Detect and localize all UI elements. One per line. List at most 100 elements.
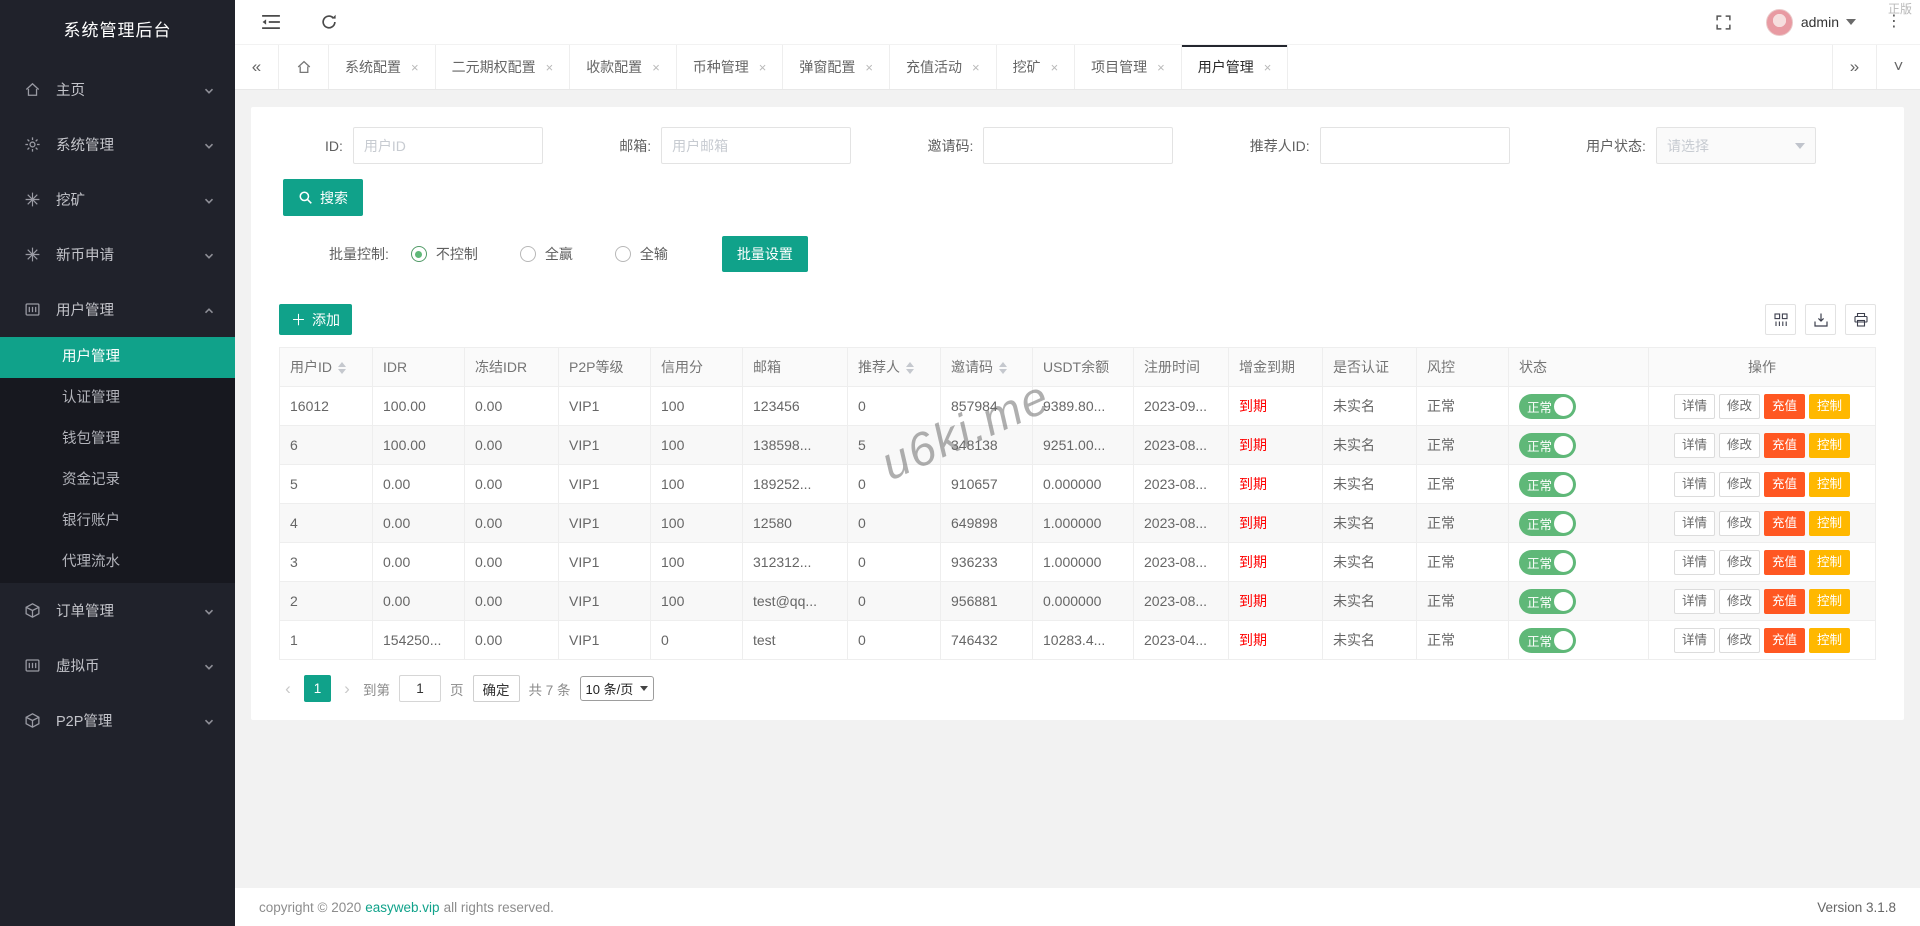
sidebar-item-主页[interactable]: 主页: [0, 62, 235, 117]
print-icon[interactable]: [1845, 304, 1876, 335]
tabs-menu-icon[interactable]: ˅: [1876, 45, 1920, 89]
action-button-修改[interactable]: 修改: [1718, 510, 1760, 536]
sort-icon[interactable]: [338, 362, 346, 375]
field-input[interactable]: [1319, 127, 1510, 164]
action-button-控制[interactable]: 控制: [1809, 471, 1851, 497]
col-header-用户ID[interactable]: 用户ID: [279, 347, 373, 387]
current-page[interactable]: 1: [304, 675, 331, 702]
radio-全输[interactable]: 全输: [614, 244, 668, 264]
avatar[interactable]: [1765, 8, 1793, 36]
radio-不控制[interactable]: 不控制: [410, 244, 478, 264]
goto-confirm-button[interactable]: 确定: [472, 675, 520, 702]
sort-icon[interactable]: [999, 362, 1007, 375]
action-button-充值[interactable]: 充值: [1764, 471, 1806, 497]
close-icon[interactable]: ×: [971, 59, 980, 75]
status-toggle[interactable]: 正常: [1519, 549, 1576, 575]
action-button-充值[interactable]: 充值: [1764, 432, 1806, 458]
tab-收款配置[interactable]: 收款配置 ×: [570, 45, 677, 89]
tab-充值活动[interactable]: 充值活动 ×: [890, 45, 997, 89]
status-toggle[interactable]: 正常: [1519, 588, 1576, 614]
sidebar-subitem-钱包管理[interactable]: 钱包管理: [62, 431, 120, 447]
action-button-修改[interactable]: 修改: [1718, 471, 1760, 497]
close-icon[interactable]: ×: [865, 59, 873, 75]
tab-弹窗配置[interactable]: 弹窗配置 ×: [783, 45, 890, 89]
tab-挖矿[interactable]: 挖矿 ×: [997, 45, 1076, 89]
tabs-scroll-right-icon[interactable]: »: [1832, 45, 1876, 89]
status-toggle[interactable]: 正常: [1519, 393, 1576, 419]
action-button-控制[interactable]: 控制: [1809, 510, 1851, 536]
close-icon[interactable]: ×: [545, 59, 554, 75]
page-size-select[interactable]: 10 条/页: [579, 676, 655, 701]
fullscreen-icon[interactable]: [1715, 14, 1732, 31]
sidebar-item-订单管理[interactable]: 订单管理: [0, 583, 235, 638]
search-button[interactable]: 搜索: [283, 179, 363, 216]
action-button-控制[interactable]: 控制: [1809, 627, 1851, 653]
action-button-控制[interactable]: 控制: [1809, 432, 1851, 458]
columns-icon[interactable]: [1765, 304, 1796, 335]
tab-二元期权配置[interactable]: 二元期权配置 ×: [436, 45, 571, 89]
action-button-充值[interactable]: 充值: [1764, 588, 1806, 614]
export-icon[interactable]: [1805, 304, 1836, 335]
action-button-详情[interactable]: 详情: [1673, 549, 1715, 575]
col-header-邀请码[interactable]: 邀请码: [940, 347, 1033, 387]
action-button-修改[interactable]: 修改: [1718, 393, 1760, 419]
action-button-详情[interactable]: 详情: [1673, 588, 1715, 614]
action-button-修改[interactable]: 修改: [1718, 432, 1760, 458]
action-button-详情[interactable]: 详情: [1673, 627, 1715, 653]
collapse-menu-icon[interactable]: [261, 13, 281, 31]
refresh-icon[interactable]: [319, 13, 339, 31]
sidebar-subitem-代理流水[interactable]: 代理流水: [62, 554, 120, 570]
sidebar-subitem-资金记录[interactable]: 资金记录: [62, 472, 120, 488]
field-input[interactable]: [352, 127, 543, 164]
field-input[interactable]: [983, 127, 1174, 164]
col-header-推荐人[interactable]: 推荐人: [847, 347, 941, 387]
status-toggle[interactable]: 正常: [1519, 510, 1576, 536]
status-toggle[interactable]: 正常: [1519, 432, 1576, 458]
close-icon[interactable]: ×: [1263, 59, 1272, 75]
add-button[interactable]: ＋ 添加: [279, 304, 353, 335]
next-page-icon[interactable]: ›: [344, 678, 350, 698]
tab-home[interactable]: [279, 45, 329, 89]
tab-系统配置[interactable]: 系统配置 ×: [329, 45, 436, 89]
action-button-详情[interactable]: 详情: [1673, 471, 1715, 497]
sidebar-item-虚拟币[interactable]: 虚拟币: [0, 638, 235, 693]
action-button-充值[interactable]: 充值: [1764, 627, 1806, 653]
close-icon[interactable]: ×: [411, 59, 419, 75]
tab-用户管理[interactable]: 用户管理 ×: [1181, 45, 1289, 89]
copyright-link[interactable]: easyweb.vip: [365, 899, 440, 915]
close-icon[interactable]: ×: [652, 59, 660, 75]
status-toggle[interactable]: 正常: [1519, 627, 1576, 653]
field-input[interactable]: [661, 127, 852, 164]
user-status-select[interactable]: 请选择: [1655, 127, 1816, 164]
more-menu-icon[interactable]: ⋮: [1886, 13, 1902, 30]
action-button-控制[interactable]: 控制: [1809, 549, 1851, 575]
tab-币种管理[interactable]: 币种管理 ×: [677, 45, 784, 89]
action-button-充值[interactable]: 充值: [1764, 549, 1806, 575]
sidebar-subitem-用户管理[interactable]: 用户管理: [0, 337, 235, 378]
tabs-scroll-left-icon[interactable]: «: [235, 45, 279, 89]
close-icon[interactable]: ×: [1050, 59, 1059, 75]
sidebar-item-用户管理[interactable]: 用户管理: [0, 282, 235, 337]
sidebar-item-系统管理[interactable]: 系统管理: [0, 117, 235, 172]
sidebar-subitem-银行账户[interactable]: 银行账户: [62, 513, 120, 529]
tab-项目管理[interactable]: 项目管理 ×: [1075, 45, 1182, 89]
sidebar-subitem-认证管理[interactable]: 认证管理: [62, 390, 120, 406]
prev-page-icon[interactable]: ‹: [285, 678, 291, 698]
sidebar-item-新币申请[interactable]: 新币申请: [0, 227, 235, 282]
action-button-详情[interactable]: 详情: [1673, 393, 1715, 419]
radio-全赢[interactable]: 全赢: [519, 244, 573, 264]
close-icon[interactable]: ×: [758, 59, 767, 75]
action-button-修改[interactable]: 修改: [1718, 588, 1760, 614]
batch-set-button[interactable]: 批量设置: [721, 236, 808, 272]
sidebar-item-挖矿[interactable]: 挖矿: [0, 172, 235, 227]
action-button-充值[interactable]: 充值: [1764, 510, 1806, 536]
close-icon[interactable]: ×: [1157, 59, 1165, 75]
action-button-详情[interactable]: 详情: [1673, 432, 1715, 458]
sidebar-item-P2P管理[interactable]: P2P管理: [0, 693, 235, 748]
status-toggle[interactable]: 正常: [1519, 471, 1576, 497]
action-button-充值[interactable]: 充值: [1764, 393, 1806, 419]
action-button-修改[interactable]: 修改: [1718, 627, 1760, 653]
action-button-修改[interactable]: 修改: [1718, 549, 1760, 575]
user-menu[interactable]: admin: [1801, 14, 1856, 30]
goto-page-input[interactable]: [399, 675, 441, 702]
